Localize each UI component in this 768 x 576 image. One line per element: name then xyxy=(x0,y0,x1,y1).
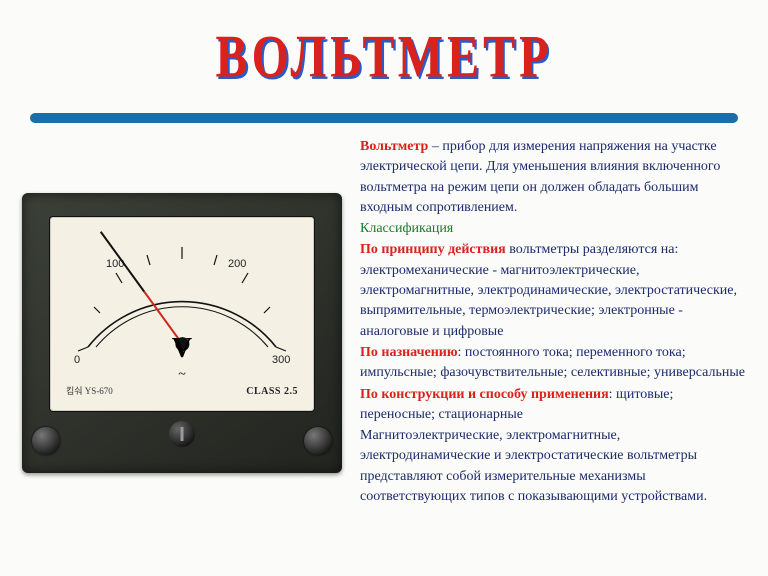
meter-column: 0 100 200 300 V ~ 킴숴 YS-670 CLASS 2.5 xyxy=(22,137,342,508)
scale-tick-200: 200 xyxy=(228,258,246,270)
screw-left xyxy=(32,427,60,455)
principle-paragraph: По принципу действия вольтметры разделяю… xyxy=(360,240,746,341)
tail-paragraph: Магнитоэлектрические, электромагнитные, … xyxy=(360,426,746,507)
purpose-paragraph: По назначению: постоянного тока; перемен… xyxy=(360,343,746,384)
construction-strong: По конструкции и способу применения xyxy=(360,387,609,402)
construction-paragraph: По конструкции и способу применения: щит… xyxy=(360,385,746,426)
tilde-symbol: ~ xyxy=(178,367,186,382)
model-label: 킴숴 YS-670 xyxy=(66,384,113,397)
term-voltmeter: Вольтметр xyxy=(360,139,428,154)
title-underline xyxy=(30,113,738,123)
class-label: CLASS 2.5 xyxy=(246,386,298,397)
title-text: ВОЛЬТМЕТР xyxy=(216,24,553,90)
screw-right xyxy=(304,427,332,455)
classification-text: Классификация xyxy=(360,221,453,236)
lead-paragraph: Вольтметр – прибор для измерения напряже… xyxy=(360,137,746,218)
voltmeter-device: 0 100 200 300 V ~ 킴숴 YS-670 CLASS 2.5 xyxy=(22,193,342,473)
classification-heading: Классификация xyxy=(360,219,746,239)
v-symbol: V ~ xyxy=(50,333,314,383)
meter-face: 0 100 200 300 V ~ 킴숴 YS-670 CLASS 2.5 xyxy=(50,217,314,411)
zero-adjust-knob xyxy=(169,421,195,447)
content-area: 0 100 200 300 V ~ 킴숴 YS-670 CLASS 2.5 xyxy=(0,123,768,508)
principle-strong: По принципу действия xyxy=(360,242,506,257)
v-letter: V xyxy=(172,333,192,364)
purpose-strong: По назначению xyxy=(360,345,458,360)
page-title: ВОЛЬТМЕТР xyxy=(0,0,768,99)
text-column: Вольтметр – прибор для измерения напряже… xyxy=(360,137,746,508)
